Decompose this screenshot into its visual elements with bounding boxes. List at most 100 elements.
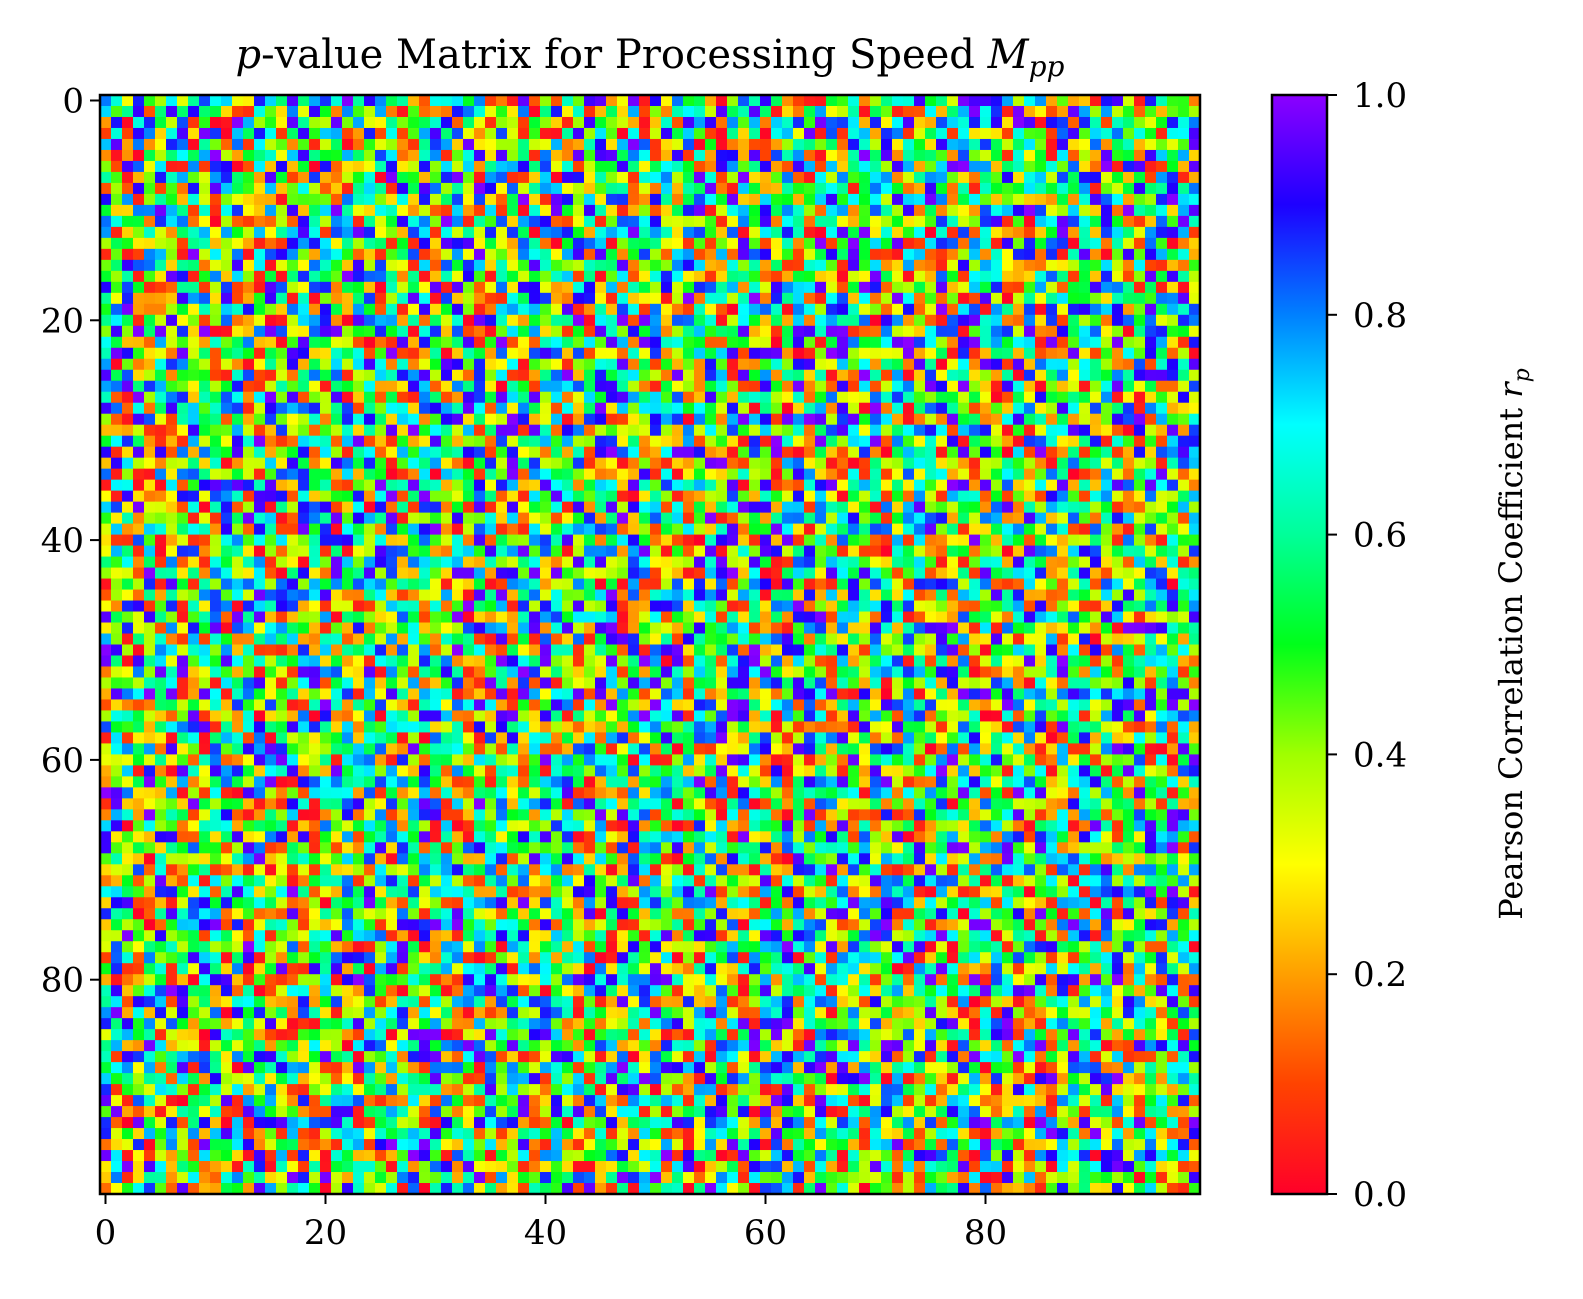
- heatmap-cell: [1145, 303, 1157, 316]
- heatmap-cell: [1013, 567, 1025, 580]
- heatmap-cell: [364, 193, 376, 206]
- heatmap-cell: [628, 567, 640, 580]
- heatmap-cell: [683, 270, 695, 283]
- heatmap-cell: [1167, 567, 1179, 580]
- heatmap-cell: [1035, 303, 1047, 316]
- heatmap-cell: [254, 226, 266, 239]
- heatmap-cell: [276, 160, 288, 173]
- heatmap-cell: [881, 512, 893, 525]
- heatmap-cell: [595, 523, 607, 536]
- heatmap-cell: [903, 149, 915, 162]
- heatmap-cell: [980, 611, 992, 624]
- heatmap-cell: [485, 336, 497, 349]
- heatmap-cell: [177, 589, 189, 602]
- heatmap-cell: [144, 534, 156, 547]
- heatmap-cell: [1013, 556, 1025, 569]
- heatmap-cell: [111, 479, 123, 492]
- heatmap-cell: [551, 193, 563, 206]
- heatmap-cell: [397, 600, 409, 613]
- heatmap-cell: [859, 391, 871, 404]
- heatmap-cell: [793, 325, 805, 338]
- heatmap-cell: [265, 160, 277, 173]
- heatmap-cell: [1013, 226, 1025, 239]
- heatmap-cell: [331, 402, 343, 415]
- heatmap-cell: [551, 237, 563, 250]
- heatmap-cell: [584, 556, 596, 569]
- heatmap-cell: [518, 314, 530, 327]
- heatmap-cell: [1057, 105, 1069, 118]
- heatmap-cell: [573, 589, 585, 602]
- heatmap-cell: [342, 380, 354, 393]
- heatmap-cell: [551, 292, 563, 305]
- heatmap-cell: [936, 138, 948, 151]
- heatmap-cell: [254, 578, 266, 591]
- heatmap-cell: [320, 622, 332, 635]
- heatmap-cell: [617, 611, 629, 624]
- heatmap-cell: [848, 523, 860, 536]
- heatmap-cell: [287, 105, 299, 118]
- heatmap-cell: [188, 402, 200, 415]
- heatmap-cell: [452, 534, 464, 547]
- heatmap-cell: [1090, 281, 1102, 294]
- heatmap-cell: [551, 589, 563, 602]
- heatmap-cell: [1002, 534, 1014, 547]
- heatmap-cell: [474, 501, 486, 514]
- heatmap-cell: [1079, 226, 1091, 239]
- heatmap-cell: [496, 171, 508, 184]
- heatmap-cell: [463, 215, 475, 228]
- heatmap-cell: [386, 490, 398, 503]
- heatmap-cell: [727, 127, 739, 140]
- heatmap-cell: [298, 600, 310, 613]
- heatmap-cell: [1134, 248, 1146, 261]
- heatmap-cell: [397, 336, 409, 349]
- heatmap-cell: [1101, 611, 1113, 624]
- heatmap-cell: [980, 248, 992, 261]
- heatmap-cell: [1101, 160, 1113, 173]
- heatmap-cell: [628, 105, 640, 118]
- heatmap-cell: [1024, 435, 1036, 448]
- heatmap-cell: [870, 479, 882, 492]
- heatmap-cell: [540, 457, 552, 470]
- heatmap-cell: [859, 589, 871, 602]
- heatmap-cell: [1090, 193, 1102, 206]
- heatmap-cell: [331, 391, 343, 404]
- heatmap-cell: [771, 435, 783, 448]
- heatmap-cell: [419, 501, 431, 514]
- heatmap-cell: [738, 292, 750, 305]
- heatmap-cell: [496, 468, 508, 481]
- heatmap-cell: [529, 534, 541, 547]
- heatmap-cell: [859, 490, 871, 503]
- heatmap-cell: [408, 391, 420, 404]
- heatmap-cell: [672, 446, 684, 459]
- heatmap-cell: [232, 512, 244, 525]
- heatmap-cell: [122, 270, 134, 283]
- heatmap-cell: [496, 611, 508, 624]
- heatmap-cell: [309, 611, 321, 624]
- heatmap-cell: [705, 501, 717, 514]
- heatmap-cell: [463, 424, 475, 437]
- heatmap-cell: [617, 160, 629, 173]
- heatmap-cell: [1189, 479, 1201, 492]
- heatmap-cell: [397, 193, 409, 206]
- heatmap-cell: [111, 95, 123, 107]
- heatmap-cell: [287, 479, 299, 492]
- heatmap-cell: [320, 633, 332, 646]
- heatmap-cell: [606, 534, 618, 547]
- heatmap-cell: [881, 556, 893, 569]
- heatmap-cell: [1189, 424, 1201, 437]
- heatmap-cell: [760, 182, 772, 195]
- heatmap-cell: [408, 567, 420, 580]
- heatmap-cell: [727, 424, 739, 437]
- heatmap-cell: [419, 490, 431, 503]
- heatmap-cell: [518, 556, 530, 569]
- heatmap-cell: [1013, 160, 1025, 173]
- heatmap-cell: [320, 204, 332, 217]
- heatmap-cell: [166, 259, 178, 272]
- heatmap-cell: [177, 391, 189, 404]
- heatmap-cell: [782, 105, 794, 118]
- heatmap-cell: [1145, 380, 1157, 393]
- heatmap-cell: [683, 160, 695, 173]
- heatmap-cell: [529, 424, 541, 437]
- heatmap-cell: [199, 512, 211, 525]
- heatmap-cell: [1156, 534, 1168, 547]
